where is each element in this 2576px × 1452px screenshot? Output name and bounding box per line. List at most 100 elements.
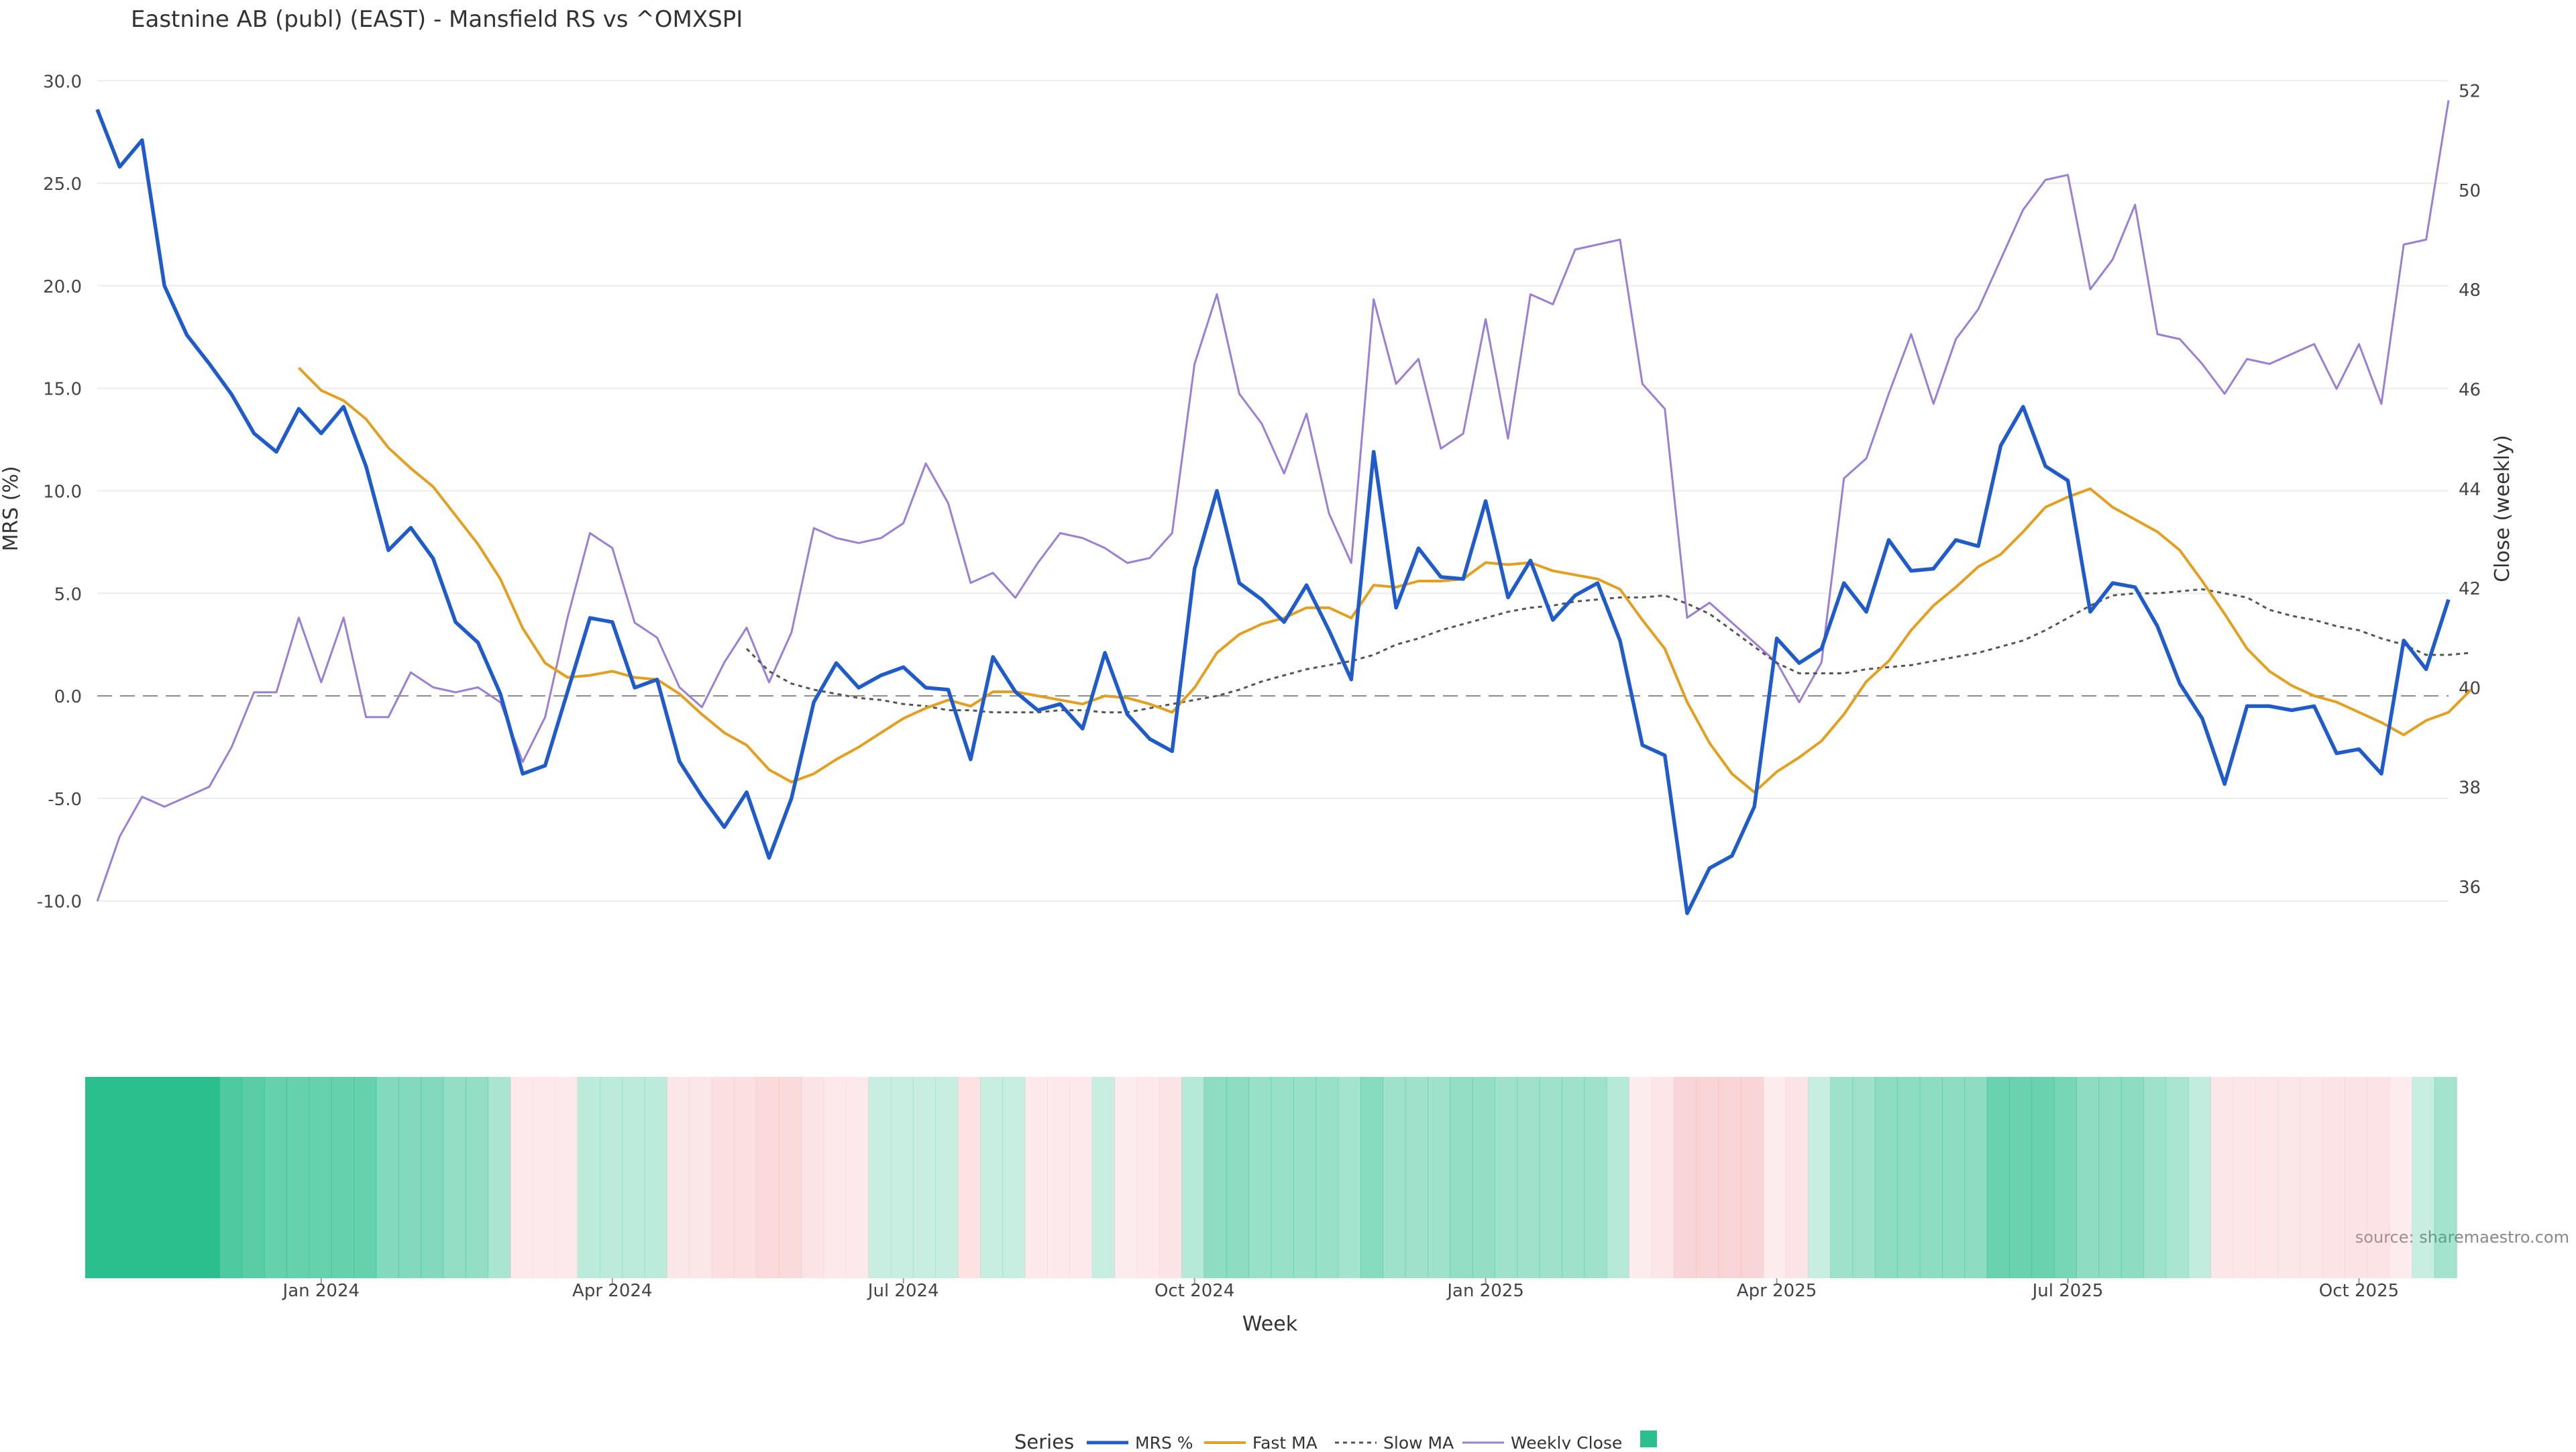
heatmap-cell — [264, 1077, 287, 1278]
x-axis-ticks: Jan 2024 Apr 2024 Jul 2024 Oct 2024 Jan 2025… — [282, 1278, 2399, 1301]
heatmap-cell — [1517, 1077, 1540, 1278]
y-tick-label: 10.0 — [43, 482, 82, 503]
heatmap-cell — [957, 1077, 981, 1278]
heatmap-cell — [711, 1077, 735, 1278]
heatmap-cell — [1091, 1077, 1115, 1278]
heatmap-cell — [756, 1077, 780, 1278]
heatmap-cell — [667, 1077, 690, 1278]
heatmap-cell — [1360, 1077, 1384, 1278]
heatmap-cell — [2255, 1077, 2279, 1278]
y-axis-ticks: 30.0 25.0 20.0 15.0 10.0 5.0 0.0 -5.0 -10.0 — [37, 72, 82, 912]
heatmap-cell — [1338, 1077, 1361, 1278]
heatmap-cell — [1986, 1077, 2010, 1278]
legend-title: Series — [1014, 1431, 1074, 1449]
heatmap-cell — [2412, 1077, 2435, 1278]
heatmap-cell — [1562, 1077, 1585, 1278]
heatmap-cell — [2188, 1077, 2211, 1278]
heatmap-cell — [1472, 1077, 1495, 1278]
heatmap-cell — [1785, 1077, 1809, 1278]
heatmap-cell — [1383, 1077, 1406, 1278]
series-lines — [95, 100, 2472, 915]
heatmap-cell — [2165, 1077, 2189, 1278]
heatmap-cell — [1830, 1077, 1854, 1278]
heatmap-cell — [1651, 1077, 1674, 1278]
heatmap-cell — [1494, 1077, 1518, 1278]
heatmap-cell — [935, 1077, 959, 1278]
heatmap-cell — [1919, 1077, 1943, 1278]
y2-tick-label: 40 — [2459, 678, 2481, 698]
legend-label: Weekly Close — [1511, 1433, 1622, 1449]
heatmap-cell — [622, 1077, 645, 1278]
legend-label: Fast MA — [1252, 1433, 1318, 1449]
heatmap-cell — [1941, 1077, 1966, 1278]
heatmap-cell — [1897, 1077, 1921, 1278]
heatmap-cell — [174, 1077, 198, 1278]
mrs-heatmap-strip — [85, 1077, 2457, 1278]
y-axis-label: MRS (%) — [0, 466, 23, 551]
weekly-close-line — [96, 100, 2450, 902]
heatmap-cell — [890, 1077, 914, 1278]
heatmap-cell — [1136, 1077, 1160, 1278]
heatmap-cell — [443, 1077, 466, 1278]
heatmap-cell — [331, 1077, 354, 1278]
heatmap-cell — [2233, 1077, 2256, 1278]
heatmap-cell — [2031, 1077, 2055, 1278]
heatmap-cell — [510, 1077, 533, 1278]
y-tick-label: -5.0 — [48, 790, 82, 810]
y2-tick-label: 38 — [2459, 778, 2481, 798]
y-tick-label: 30.0 — [43, 72, 82, 92]
y-tick-label: 0.0 — [54, 687, 82, 707]
heatmap-cell — [241, 1077, 265, 1278]
heatmap-cell — [1807, 1077, 1831, 1278]
heatmap-cell — [823, 1077, 847, 1278]
x-tick-label: Jul 2025 — [2031, 1281, 2104, 1301]
heatmap-cell — [1271, 1077, 1294, 1278]
heatmap-cell — [1874, 1077, 1898, 1278]
heatmap-cell — [488, 1077, 511, 1278]
y2-tick-label: 50 — [2459, 181, 2481, 201]
heatmap-cell — [1405, 1077, 1428, 1278]
heatmap-cell — [845, 1077, 869, 1278]
heatmap-cell — [85, 1077, 109, 1278]
legend-label: Slow MA — [1383, 1433, 1454, 1449]
heatmap-cell — [2053, 1077, 2077, 1278]
y-tick-label: 20.0 — [43, 277, 82, 297]
y-tick-label: 5.0 — [54, 584, 82, 605]
heatmap-cell — [2345, 1077, 2368, 1278]
heatmap-cell — [309, 1077, 332, 1278]
x-axis-label: Week — [1242, 1312, 1298, 1336]
heatmap-cell — [532, 1077, 556, 1278]
x-tick-label: Oct 2025 — [2319, 1281, 2399, 1301]
heatmap-cell — [1047, 1077, 1071, 1278]
heatmap-cell — [600, 1077, 623, 1278]
source-note: source: sharemaestro.com — [2355, 1228, 2569, 1247]
heatmap-cell — [2098, 1077, 2122, 1278]
x-tick-label: Apr 2024 — [572, 1281, 652, 1301]
heatmap-cell — [1763, 1077, 1786, 1278]
heatmap-cell — [912, 1077, 936, 1278]
heatmap-cell — [778, 1077, 802, 1278]
heatmap-cell — [2277, 1077, 2301, 1278]
heatmap-cell — [1606, 1077, 1629, 1278]
heatmap-cell — [1852, 1077, 1876, 1278]
legend-heatmap-swatch — [1640, 1431, 1657, 1447]
heatmap-cell — [1696, 1077, 1719, 1278]
x-tick-label: Jan 2024 — [282, 1281, 360, 1301]
x-tick-label: Jan 2025 — [1446, 1281, 1524, 1301]
heatmap-cell — [1964, 1077, 1988, 1278]
heatmap-cell — [1629, 1077, 1652, 1278]
heatmap-cell — [2009, 1077, 2033, 1278]
x-tick-label: Apr 2025 — [1737, 1281, 1817, 1301]
heatmap-cell — [2076, 1077, 2100, 1278]
heatmap-cell — [644, 1077, 667, 1278]
heatmap-cell — [2434, 1077, 2457, 1278]
heatmap-cell — [1069, 1077, 1093, 1278]
heatmap-cell — [1002, 1077, 1026, 1278]
heatmap-cell — [1114, 1077, 1138, 1278]
heatmap-cell — [465, 1077, 489, 1278]
heatmap-cell — [354, 1077, 377, 1278]
heatmap-cell — [1293, 1077, 1316, 1278]
chart-title: Eastnine AB (publ) (EAST) - Mansfield RS… — [131, 6, 743, 33]
